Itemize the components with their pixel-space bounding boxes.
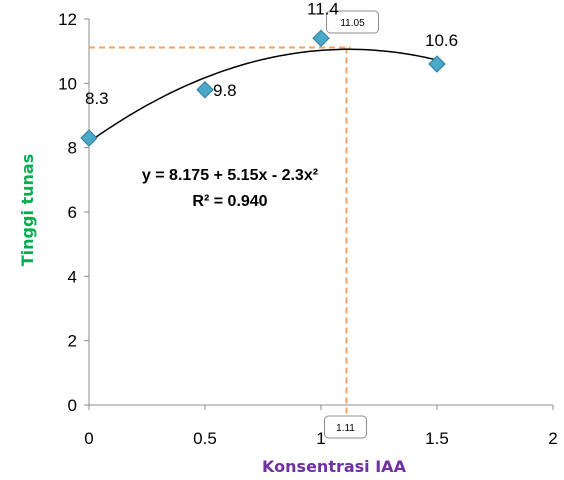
x-tick-label: 2	[548, 429, 557, 448]
y-tick-label: 2	[68, 332, 77, 351]
data-points	[80, 29, 446, 147]
r-squared: R² = 0.940	[192, 193, 267, 210]
y-tick-label: 4	[68, 267, 77, 286]
data-label: 9.8	[213, 81, 237, 100]
trendline-equation: y = 8.175 + 5.15x - 2.3x²	[142, 167, 318, 184]
optimum-y-callout	[326, 10, 380, 34]
data-point	[196, 81, 214, 99]
y-axis-title: Tinggi tunas	[18, 154, 37, 267]
optimum-y-callout-label: 11.05	[340, 18, 365, 29]
axes: 0 2 4 6 8 10 12 0 0.5 1 1.5 2	[58, 10, 558, 448]
data-point	[80, 129, 98, 147]
x-tick-label: 1.5	[425, 429, 449, 448]
optimum-x-callout	[324, 415, 368, 439]
y-tick-label: 0	[68, 396, 77, 415]
y-tick-label: 6	[68, 203, 77, 222]
y-tick-label: 10	[58, 74, 77, 93]
y-tick-label: 12	[58, 10, 77, 29]
data-labels: 8.3 9.8 11.4 10.6	[85, 0, 458, 108]
data-label: 10.6	[425, 31, 458, 50]
trendline-curve	[88, 48, 438, 143]
data-label: 11.4	[307, 0, 339, 18]
optimum-x-callout-label: 1.11	[336, 423, 355, 434]
data-point	[428, 55, 446, 73]
x-tick-label: 0.5	[193, 429, 217, 448]
data-point	[312, 29, 330, 48]
x-axis-title: Konsentrasi IAA	[262, 457, 407, 476]
x-tick-label: 0	[84, 429, 93, 448]
data-label: 8.3	[85, 89, 109, 108]
trendline	[88, 48, 438, 143]
y-tick-label: 8	[68, 139, 77, 158]
optimum-guide-lines: 11.05 1.11	[89, 10, 380, 439]
x-tick-label: 1	[316, 429, 325, 448]
